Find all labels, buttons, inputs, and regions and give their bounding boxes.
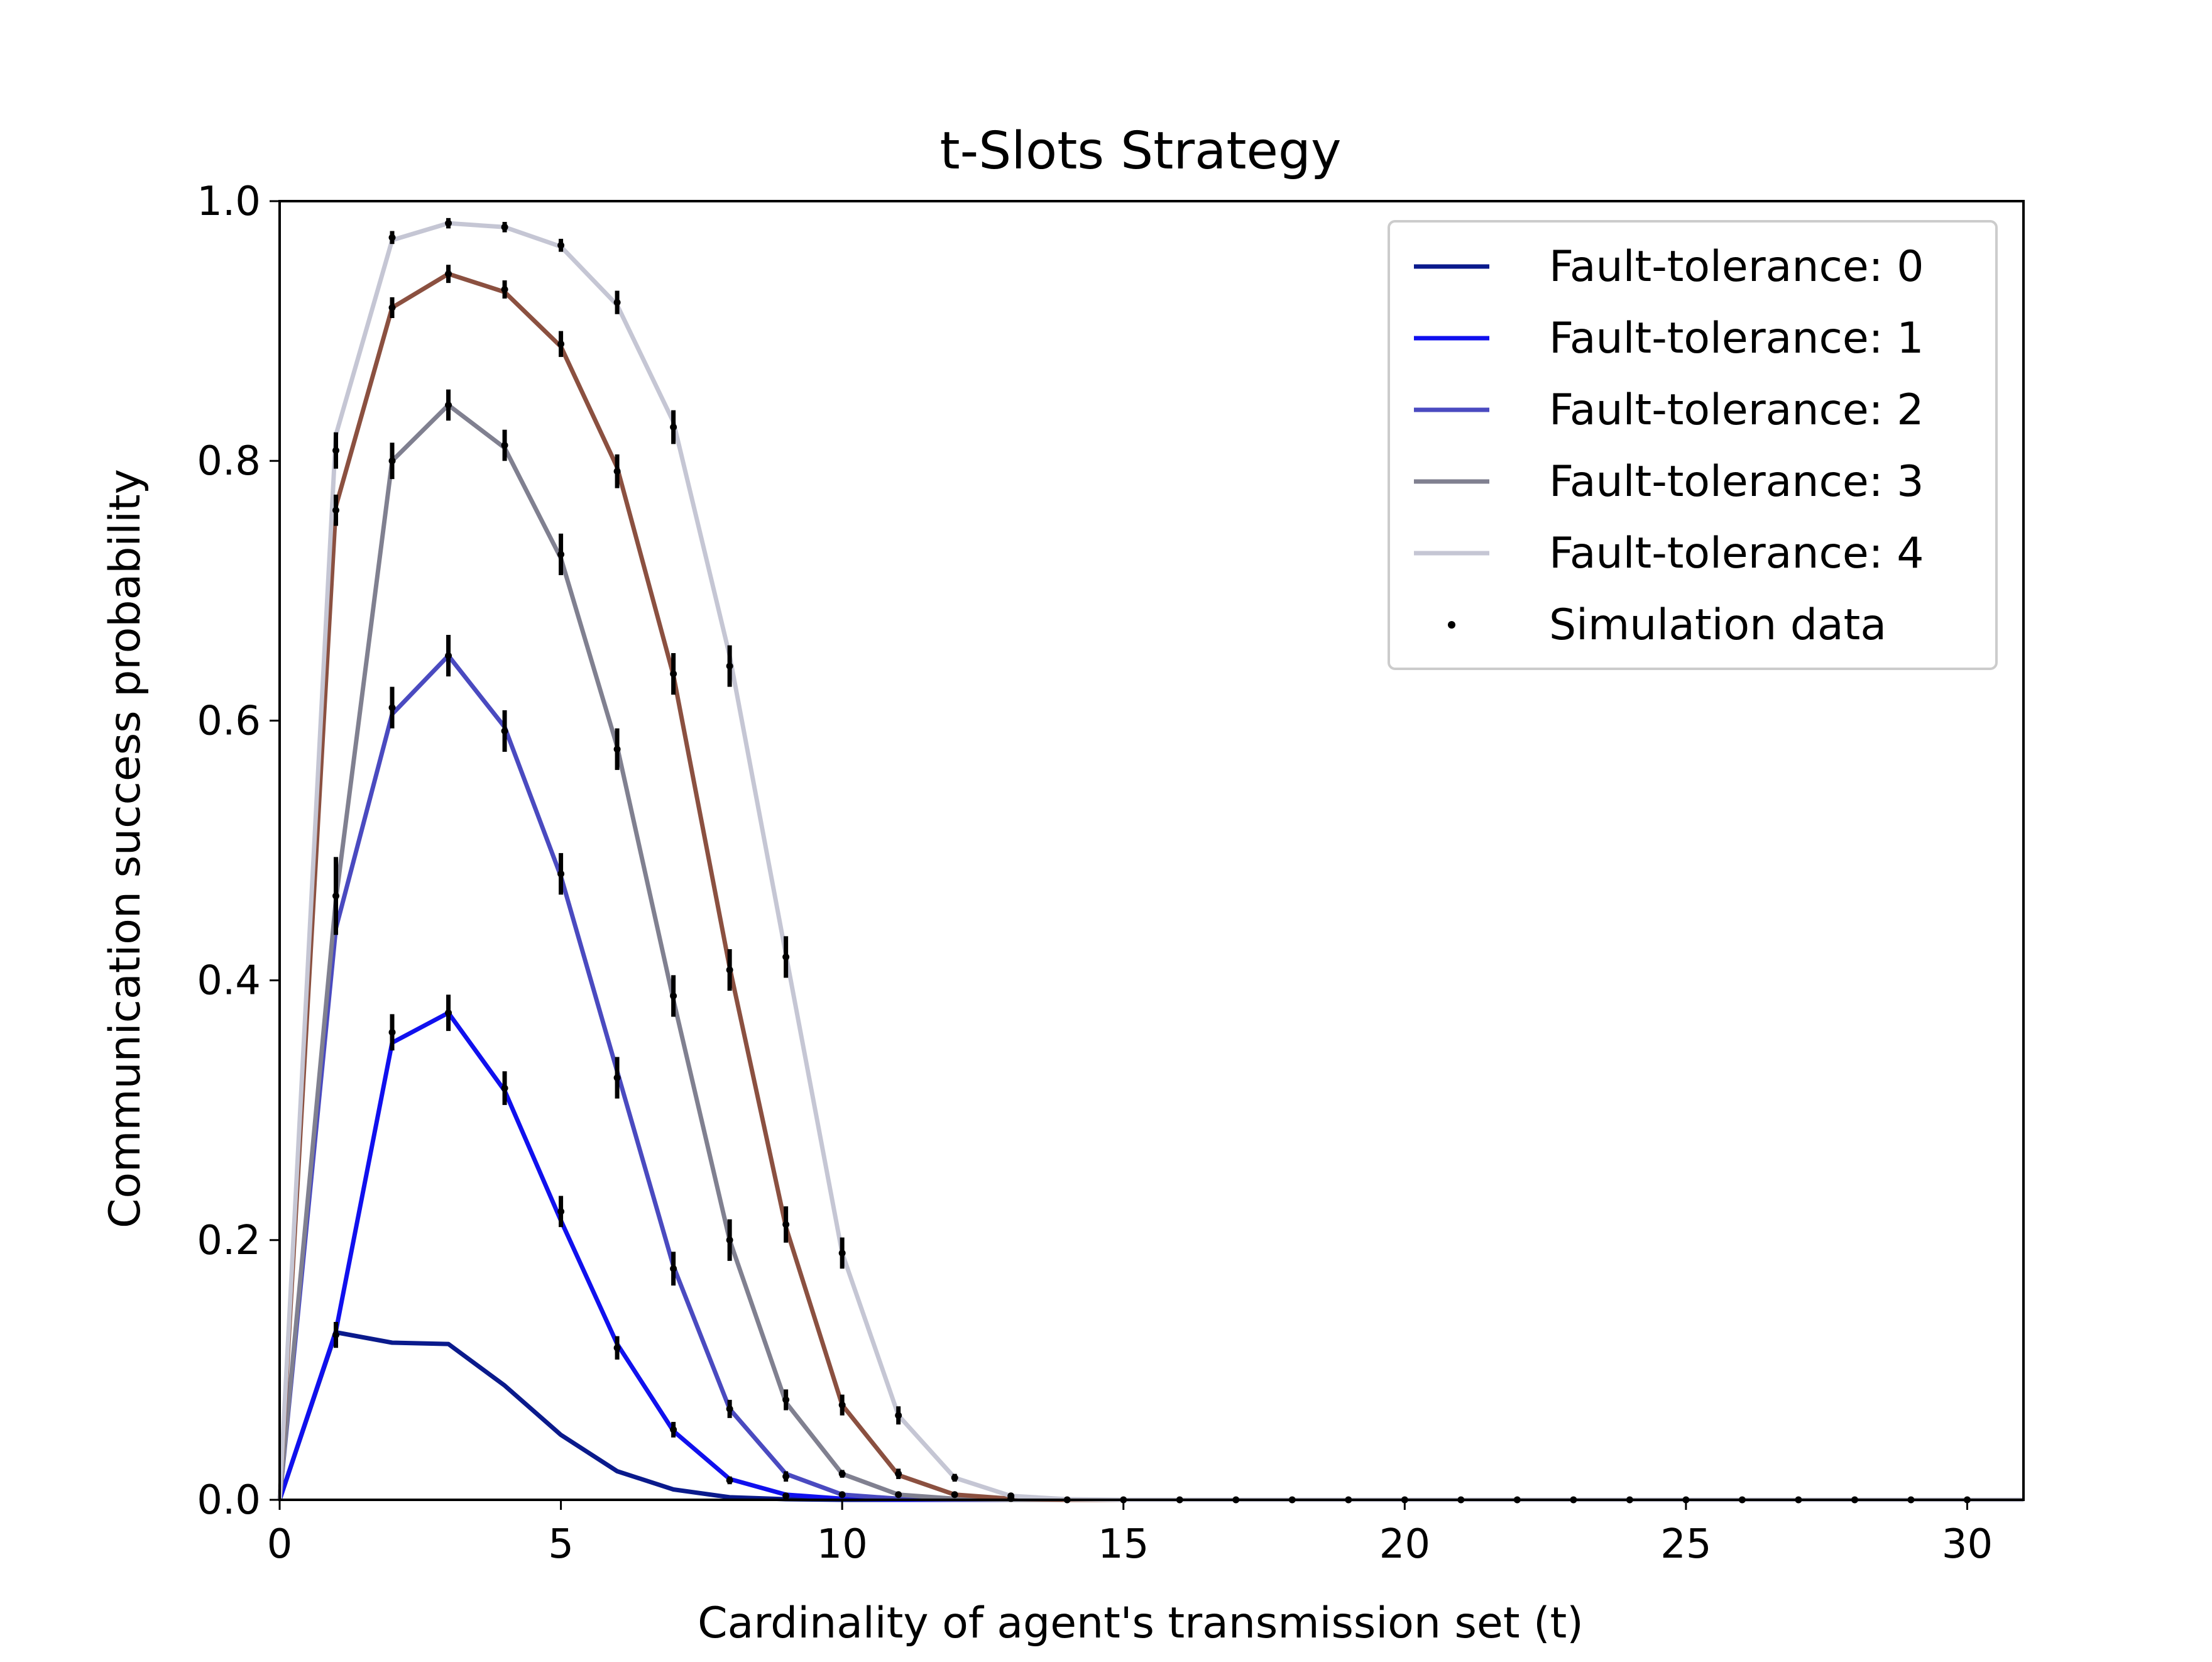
simulation-point [726,1236,733,1244]
plot-area: 0 5 10 15 20 25 30 0.0 0.2 0.4 0.6 0.8 1.0 [197,179,2025,1568]
simulation-point [670,992,677,999]
simulation-point [895,1470,902,1478]
simulation-point [557,241,565,249]
y-axis-label: Communication success probability [101,469,150,1228]
simulation-point [557,1208,565,1215]
simulation-point [445,219,452,227]
simulation-point [332,507,340,514]
simulation-point [726,663,733,670]
simulation-point [838,1470,846,1478]
legend: Fault-tolerance: 0 Fault-tolerance: 1 Faul… [1388,220,1998,670]
simulation-point [388,704,396,712]
simulation-point [613,299,621,306]
simulation-point [501,1084,508,1092]
simulation-point [557,870,565,878]
simulation-point [726,1477,733,1484]
simulation-point [557,551,565,558]
simulation-point [445,270,452,278]
simulation-point [782,1492,790,1500]
simulation-point [445,1009,452,1016]
simulation-point [613,746,621,753]
y-tick-label: 0.4 [197,958,261,1004]
simulation-point [726,966,733,974]
legend-label: Fault-tolerance: 1 [1549,314,1924,363]
legend-label: Fault-tolerance: 4 [1549,529,1924,578]
simulation-point [895,1491,902,1499]
legend-label: Fault-tolerance: 3 [1549,457,1924,507]
simulation-point [782,1396,790,1404]
simulation-point [332,1331,340,1339]
legend-label: Fault-tolerance: 2 [1549,385,1924,435]
legend-box [1388,220,1998,670]
simulation-point [501,727,508,735]
simulation-point [445,652,452,659]
simulation-point [388,234,396,241]
simulation-point [670,1265,677,1272]
simulation-point [613,468,621,475]
legend-label: Fault-tolerance: 0 [1549,242,1924,292]
chart-title: t-Slots Strategy [939,121,1341,181]
simulation-point [782,1473,790,1480]
x-axis-label: Cardinality of agent's transmission set … [698,1599,1584,1648]
legend-marker [1448,621,1455,629]
x-tick-label: 10 [816,1521,867,1568]
y-tick-label: 0.0 [197,1477,261,1524]
simulation-point [501,441,508,449]
axes-frame [278,200,2025,1501]
simulation-point [838,1491,846,1499]
y-tick-label: 0.6 [197,698,261,744]
x-tick-label: 5 [548,1521,574,1568]
simulation-point [388,457,396,465]
simulation-point [388,1028,396,1036]
simulation-point [838,1401,846,1409]
simulation-point [838,1249,846,1257]
simulation-point [670,670,677,678]
simulation-point [501,285,508,293]
simulation-point [388,304,396,311]
simulation-point [895,1412,902,1419]
simulation-point [445,401,452,409]
x-tick-label: 20 [1379,1521,1430,1568]
simulation-point [782,953,790,960]
simulation-point [782,1221,790,1228]
simulation-point [501,223,508,231]
y-tick-label: 0.2 [197,1218,261,1264]
simulation-point [951,1491,958,1499]
legend-label: Simulation data [1549,600,1886,650]
simulation-point [557,340,565,348]
simulation-point [332,892,340,900]
x-tick-label: 0 [267,1521,293,1568]
y-tick-label: 1.0 [197,179,261,225]
x-tick-label: 25 [1660,1521,1711,1568]
x-tick-label: 15 [1098,1521,1149,1568]
simulation-point [670,1426,677,1433]
simulation-point [332,447,340,454]
x-tick-label: 30 [1942,1521,1993,1568]
simulation-point [613,1074,621,1082]
simulation-point [613,1344,621,1351]
simulation-point [951,1474,958,1482]
simulation-point [670,423,677,431]
simulation-point [726,1405,733,1412]
y-tick-label: 0.8 [197,438,261,485]
